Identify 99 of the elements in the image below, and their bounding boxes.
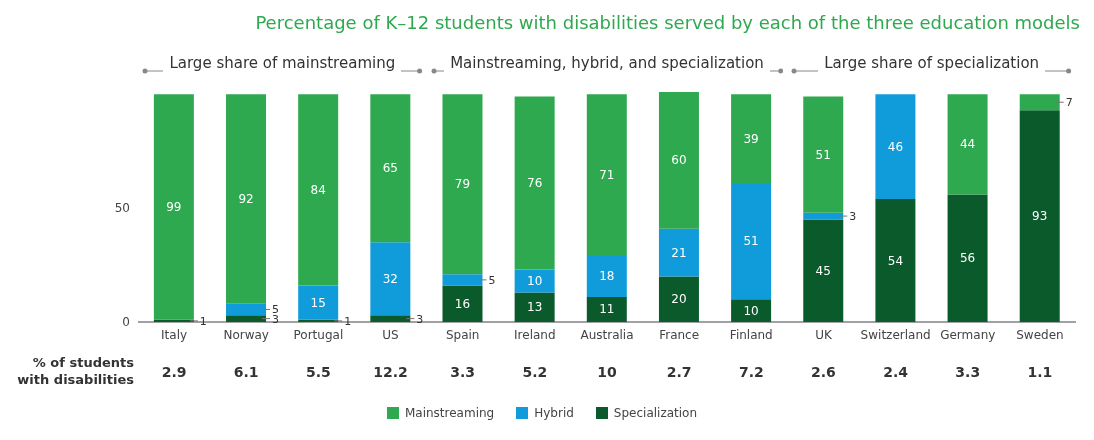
data-label: 3	[416, 312, 424, 326]
x-tick-label: Finland	[729, 327, 773, 342]
text: 2.7	[665, 364, 693, 380]
data-label: 10	[527, 274, 543, 289]
text: 2.9	[160, 364, 188, 380]
bar	[803, 96, 844, 213]
text: 5.5	[304, 364, 332, 380]
data-label: 56	[959, 251, 976, 266]
x-tick-label: US	[382, 327, 399, 342]
text: % of students with disabilities	[16, 354, 134, 388]
data-label: 60	[671, 153, 687, 168]
data-label: 32	[382, 271, 398, 286]
bar	[226, 303, 267, 316]
bar	[658, 276, 699, 322]
text: Large share of specialization	[818, 54, 1046, 72]
bar	[442, 285, 483, 322]
y-tick-label: 0	[122, 315, 130, 330]
text: 12.2	[372, 364, 409, 380]
bar	[731, 183, 772, 300]
data-label: 93	[1032, 209, 1048, 224]
data-label: 7	[1065, 96, 1073, 110]
x-tick-label: UK	[815, 327, 833, 342]
data-label: 51	[815, 147, 831, 162]
text: 10	[596, 364, 618, 380]
data-label: 39	[743, 131, 759, 146]
data-label: 92	[238, 192, 254, 207]
data-label: 18	[599, 269, 615, 284]
data-label: 3	[849, 210, 857, 224]
data-label: 46	[887, 139, 904, 154]
bar	[298, 285, 339, 320]
bar	[658, 92, 699, 229]
x-tick-label: Spain	[445, 327, 480, 342]
bar	[1019, 94, 1060, 111]
x-tick-label: France	[659, 327, 700, 342]
data-label: 20	[671, 292, 687, 307]
data-label: 51	[743, 234, 759, 249]
data-label: 84	[310, 182, 326, 197]
text: 2.6	[810, 364, 837, 380]
bar	[731, 94, 772, 184]
x-tick-label: Sweden	[1016, 327, 1064, 342]
data-label: 54	[887, 253, 904, 268]
x-tick-label: Italy	[161, 327, 188, 342]
text: 3.3	[449, 364, 477, 380]
data-label: 10	[743, 303, 759, 318]
bar	[514, 292, 555, 322]
x-tick-label: Switzerland	[860, 327, 931, 342]
text: 3.3	[954, 364, 982, 380]
bar	[442, 94, 483, 275]
bar	[586, 296, 627, 322]
bar	[586, 255, 627, 297]
bar	[298, 94, 339, 286]
legend-label: Specialization	[612, 406, 698, 420]
bar	[370, 94, 411, 243]
data-label: 21	[671, 245, 687, 260]
text: 1.1	[1026, 364, 1054, 380]
x-tick-label: Germany	[940, 327, 996, 342]
bar	[947, 194, 988, 322]
data-label: 79	[454, 177, 471, 192]
bar	[226, 94, 267, 304]
data-label: 1	[199, 314, 207, 328]
bar	[514, 96, 555, 270]
text: 5.2	[521, 364, 549, 380]
bar	[947, 94, 988, 195]
data-label: 45	[815, 263, 831, 278]
text: Large share of mainstreaming	[163, 54, 402, 72]
x-tick-label: Australia	[580, 327, 634, 342]
data-label: 71	[599, 168, 615, 183]
bar	[442, 274, 483, 286]
text: 6.1	[232, 364, 260, 380]
bar	[875, 94, 916, 200]
data-label: 5	[488, 273, 496, 287]
bar	[1019, 110, 1060, 322]
data-label: 44	[959, 137, 976, 152]
data-label: 65	[382, 161, 398, 176]
data-label: 16	[454, 296, 471, 311]
bar	[875, 199, 916, 322]
data-label: 1	[344, 314, 352, 328]
y-tick-label: 50	[114, 201, 130, 216]
text: 2.4	[882, 364, 909, 380]
data-label: 11	[599, 302, 615, 317]
bar	[803, 212, 844, 220]
bar	[153, 94, 194, 320]
bar	[586, 94, 627, 256]
bar	[803, 219, 844, 322]
bar	[658, 228, 699, 277]
data-label: 13	[527, 300, 543, 315]
legend-label: Hybrid	[533, 406, 574, 420]
legend-label: Mainstreaming	[403, 406, 495, 420]
bar	[370, 242, 411, 316]
chart-title: Percentage of K–12 students with disabilities served by each of the three education models	[254, 11, 1081, 35]
text: 7.2	[737, 364, 765, 380]
x-tick-label: Norway	[223, 327, 269, 342]
data-label: 3	[272, 312, 280, 326]
data-label: 76	[527, 176, 543, 191]
text: Mainstreaming, hybrid, and specialization	[444, 54, 770, 72]
x-tick-label: Ireland	[514, 327, 556, 342]
x-tick-label: Portugal	[293, 327, 344, 342]
data-label: 99	[166, 200, 182, 214]
data-label: 15	[310, 295, 326, 310]
